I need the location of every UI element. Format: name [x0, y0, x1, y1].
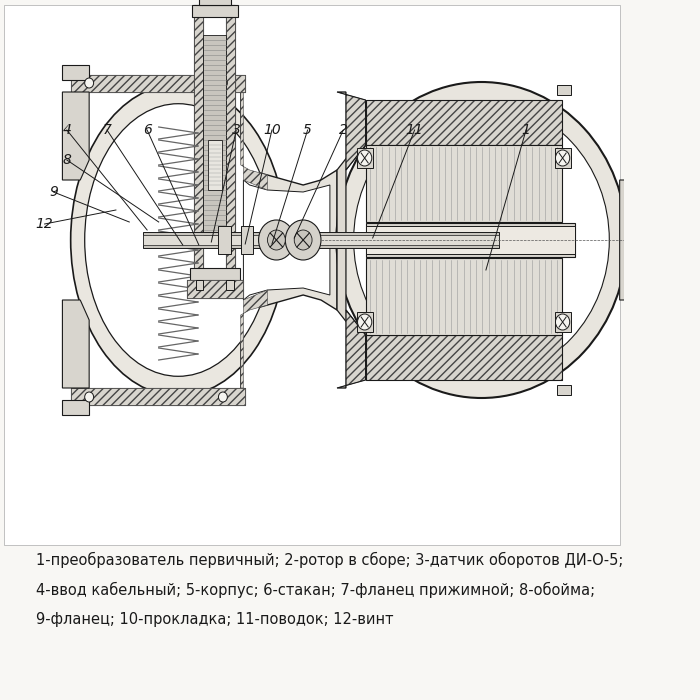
Text: 5: 5 [303, 123, 312, 137]
Bar [208, 140, 222, 190]
Polygon shape [365, 100, 561, 145]
Circle shape [218, 392, 228, 402]
Bar [218, 226, 231, 254]
Bar [554, 148, 570, 168]
Polygon shape [241, 92, 337, 388]
Polygon shape [557, 85, 570, 95]
Polygon shape [337, 310, 365, 388]
Ellipse shape [85, 104, 272, 377]
Circle shape [294, 230, 312, 250]
Bar [196, 280, 203, 290]
Polygon shape [227, 5, 235, 270]
Bar [365, 226, 575, 254]
Text: 3: 3 [232, 123, 241, 137]
Text: 9-фланец; 10-прокладка; 11-поводок; 12-винт: 9-фланец; 10-прокладка; 11-поводок; 12-в… [36, 612, 393, 627]
Circle shape [358, 314, 372, 330]
Text: 12: 12 [36, 217, 53, 231]
Bar [62, 65, 89, 80]
Text: 9: 9 [49, 185, 58, 199]
Ellipse shape [71, 84, 286, 396]
Circle shape [286, 220, 321, 260]
Circle shape [218, 78, 228, 88]
Bar [199, 0, 231, 5]
Text: 11: 11 [406, 123, 424, 137]
Polygon shape [71, 75, 245, 92]
Polygon shape [244, 180, 330, 300]
Circle shape [258, 220, 294, 260]
Text: 2: 2 [339, 123, 348, 137]
Polygon shape [241, 92, 267, 190]
Bar [192, 5, 238, 17]
Text: 4: 4 [62, 123, 71, 137]
Circle shape [267, 230, 286, 250]
Text: 1: 1 [522, 123, 531, 137]
Bar [365, 223, 575, 257]
Circle shape [358, 150, 372, 166]
Bar [631, 280, 649, 298]
Circle shape [85, 392, 94, 402]
Text: 4-ввод кабельный; 5-корпус; 6-стакан; 7-фланец прижимной; 8-обойма;: 4-ввод кабельный; 5-корпус; 6-стакан; 7-… [36, 582, 595, 598]
Polygon shape [337, 145, 365, 335]
Bar [187, 280, 242, 298]
Ellipse shape [354, 102, 609, 378]
Bar [365, 145, 561, 222]
Polygon shape [337, 92, 365, 170]
Polygon shape [365, 335, 561, 380]
Text: 10: 10 [263, 123, 281, 137]
Text: 7: 7 [103, 123, 111, 137]
Polygon shape [241, 290, 267, 388]
Text: 8: 8 [62, 153, 71, 167]
Polygon shape [195, 5, 203, 270]
Bar [241, 226, 253, 254]
Circle shape [556, 314, 570, 330]
Bar [365, 258, 561, 335]
Circle shape [85, 78, 94, 88]
Bar [190, 268, 240, 282]
Bar [4, 5, 620, 545]
Bar [62, 400, 89, 415]
Ellipse shape [337, 82, 626, 398]
Bar [356, 312, 372, 332]
Bar [227, 280, 234, 290]
Polygon shape [62, 92, 89, 180]
Polygon shape [71, 388, 245, 405]
Polygon shape [620, 180, 642, 300]
Text: 1-преобразователь первичный; 2-ротор в сборе; 3-датчик оборотов ДИ-О-5;: 1-преобразователь первичный; 2-ротор в с… [36, 552, 623, 568]
Bar [143, 235, 499, 245]
Polygon shape [62, 300, 89, 388]
Polygon shape [195, 5, 203, 270]
Polygon shape [71, 388, 245, 405]
Text: 6: 6 [143, 123, 152, 137]
Bar [187, 280, 242, 298]
Polygon shape [557, 385, 570, 395]
Bar [203, 35, 227, 240]
Bar [554, 312, 570, 332]
Polygon shape [227, 5, 235, 270]
Bar [143, 232, 499, 248]
Bar [356, 148, 372, 168]
Bar [631, 182, 649, 200]
Polygon shape [71, 75, 245, 92]
Circle shape [556, 150, 570, 166]
